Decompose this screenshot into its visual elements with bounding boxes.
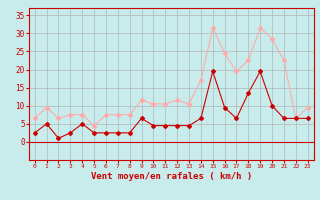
X-axis label: Vent moyen/en rafales ( km/h ): Vent moyen/en rafales ( km/h ) [91,172,252,181]
